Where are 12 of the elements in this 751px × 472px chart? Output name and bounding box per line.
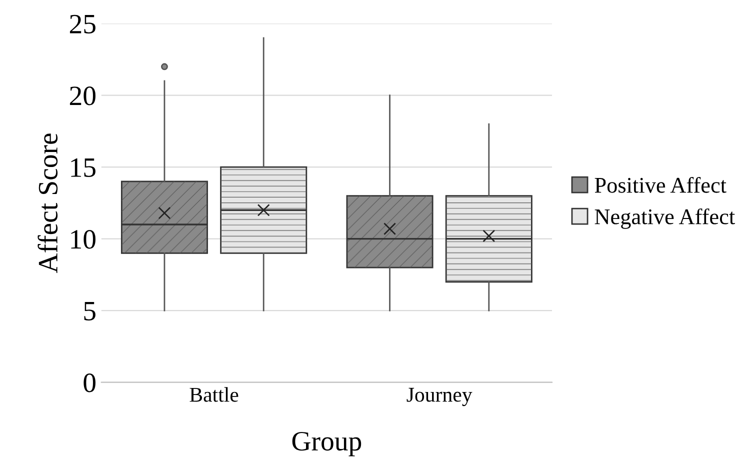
legend-label: Positive Affect — [594, 176, 726, 193]
legend-label: Negative Affect — [594, 208, 735, 229]
x-tick-label: Journey — [406, 388, 472, 406]
y-tick-label: 20 — [70, 86, 96, 106]
y-tick-label: 25 — [70, 14, 96, 34]
y-axis-title: Affect Score — [38, 134, 58, 274]
y-tick-label: 5 — [84, 302, 96, 320]
y-tick-label: 15 — [71, 158, 96, 177]
y-tick-label: 0 — [84, 373, 96, 392]
x-tick-label: Battle — [190, 387, 238, 402]
y-tick-label: 10 — [71, 230, 96, 249]
x-axis-title: Group — [292, 432, 362, 456]
